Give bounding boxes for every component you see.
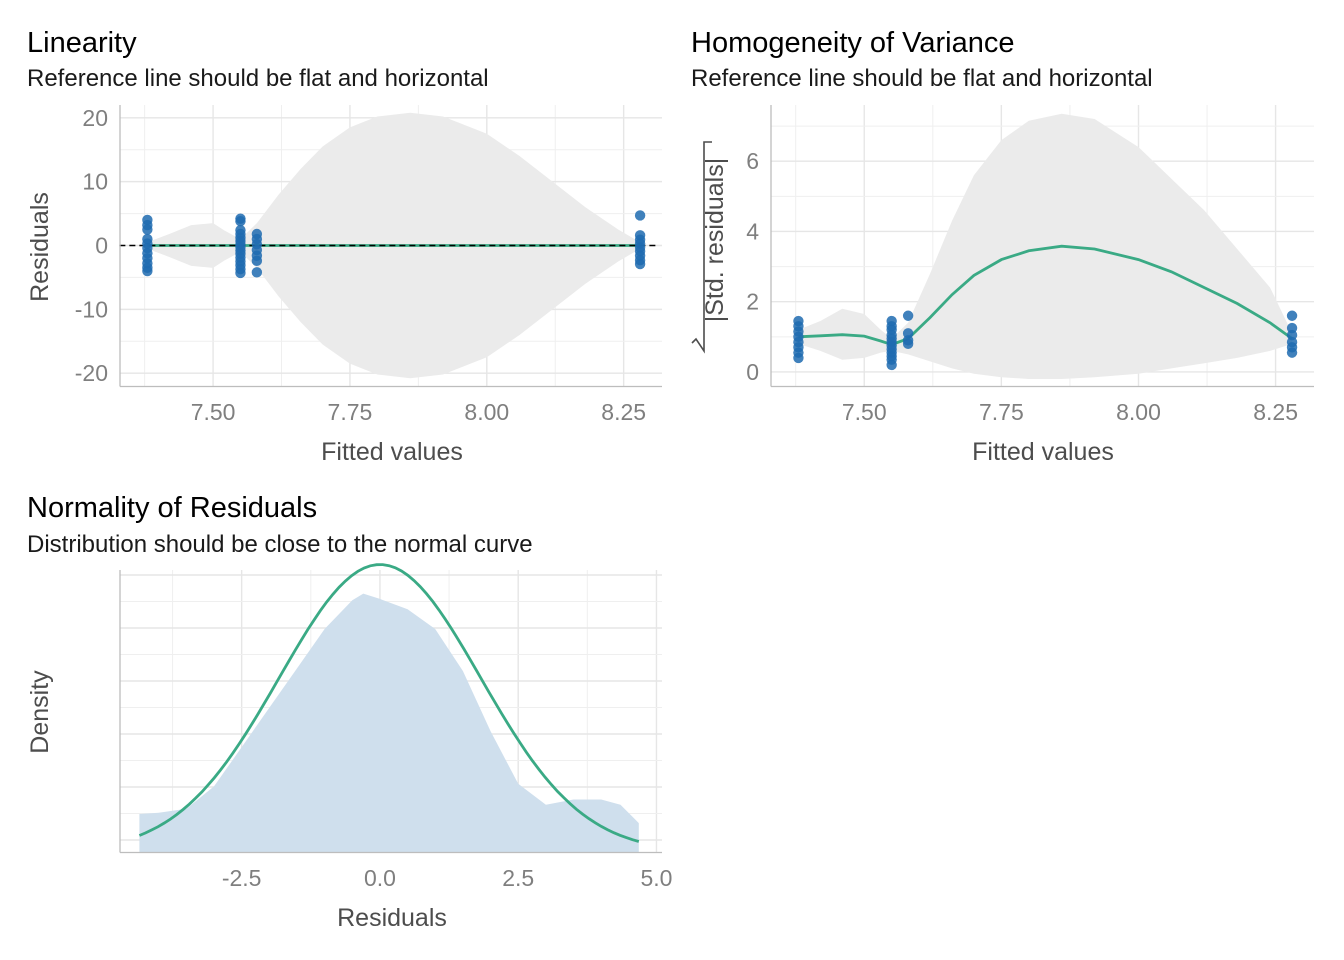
y-tick-label: 0 (95, 233, 108, 259)
x-tick-label: 8.25 (601, 399, 646, 425)
y-tick-label: -20 (75, 360, 108, 386)
homogeneity-points (793, 310, 1298, 371)
homogeneity-subtitle: Reference line should be flat and horizo… (691, 65, 1153, 92)
data-point (1286, 347, 1298, 358)
homogeneity-confidence-band (798, 113, 1293, 380)
normality-axes (119, 570, 662, 854)
sqrt-symbol-icon (691, 141, 712, 354)
normality-x-ticks: -2.5 0.0 2.5 5.0 (222, 865, 673, 891)
homogeneity-x-ticks: 7.50 7.75 8.00 8.25 (842, 399, 1298, 425)
normality-subtitle: Distribution should be close to the norm… (27, 531, 533, 558)
homogeneity-y-label: |Std. residuals| (701, 158, 729, 322)
x-tick-label: 7.50 (191, 399, 236, 425)
data-point (793, 352, 804, 364)
homogeneity-smooth-layer (798, 244, 1293, 347)
linearity-subtitle: Reference line should be flat and horizo… (27, 65, 489, 92)
linearity-y-label: Residuals (26, 192, 54, 302)
x-tick-label: 8.00 (464, 399, 509, 425)
residual-density-area (139, 593, 639, 852)
data-point (634, 258, 646, 270)
normal-curve-line (138, 563, 640, 843)
data-point (886, 359, 897, 371)
data-point (634, 210, 646, 221)
data-point (142, 265, 153, 277)
y-tick-label: 6 (746, 148, 759, 174)
normality-y-label: Density (26, 670, 54, 754)
confidence-band-area (798, 113, 1293, 380)
linearity-x-label: Fitted values (321, 438, 463, 466)
normality-panel: Normality of Residuals Distribution shou… (26, 492, 672, 932)
data-point (902, 310, 914, 321)
linearity-points (142, 210, 646, 279)
normality-title: Normality of Residuals (27, 492, 317, 524)
data-point (902, 338, 914, 350)
data-point (251, 267, 263, 278)
data-point (1286, 310, 1298, 321)
linearity-y-ticks: -20 -10 0 10 20 (75, 105, 108, 386)
x-tick-label: 8.25 (1253, 399, 1298, 425)
homogeneity-x-label: Fitted values (972, 438, 1114, 466)
y-tick-label: 2 (746, 289, 759, 315)
y-tick-label: 4 (746, 218, 759, 244)
y-tick-label: -10 (75, 296, 108, 322)
linearity-axes (119, 105, 662, 388)
data-point (251, 255, 263, 267)
homogeneity-panel: Homogeneity of Variance Reference line s… (691, 27, 1314, 466)
y-tick-label: 20 (82, 105, 108, 131)
normality-density-area (139, 593, 639, 852)
homogeneity-title: Homogeneity of Variance (691, 27, 1014, 59)
x-tick-label: -2.5 (222, 865, 262, 891)
linearity-title: Linearity (27, 27, 137, 59)
x-tick-label: 5.0 (640, 865, 672, 891)
x-tick-label: 7.75 (328, 399, 373, 425)
x-tick-label: 8.00 (1116, 399, 1161, 425)
data-point (235, 267, 246, 279)
normality-x-label: Residuals (337, 904, 447, 932)
x-tick-label: 7.50 (842, 399, 887, 425)
normality-normal-curve-layer (138, 563, 640, 843)
smooth-fit-line (798, 244, 1293, 347)
data-point (235, 216, 246, 227)
data-point (142, 224, 153, 235)
x-tick-label: 0.0 (364, 865, 396, 891)
homogeneity-axes (770, 105, 1314, 388)
y-tick-label: 0 (746, 359, 759, 385)
linearity-panel: Linearity Reference line should be flat … (26, 27, 662, 466)
homogeneity-y-ticks: 0 2 4 6 (746, 148, 759, 385)
linearity-x-ticks: 7.50 7.75 8.00 8.25 (191, 399, 646, 425)
x-tick-label: 7.75 (979, 399, 1024, 425)
x-tick-label: 2.5 (502, 865, 534, 891)
y-tick-label: 10 (82, 169, 108, 195)
